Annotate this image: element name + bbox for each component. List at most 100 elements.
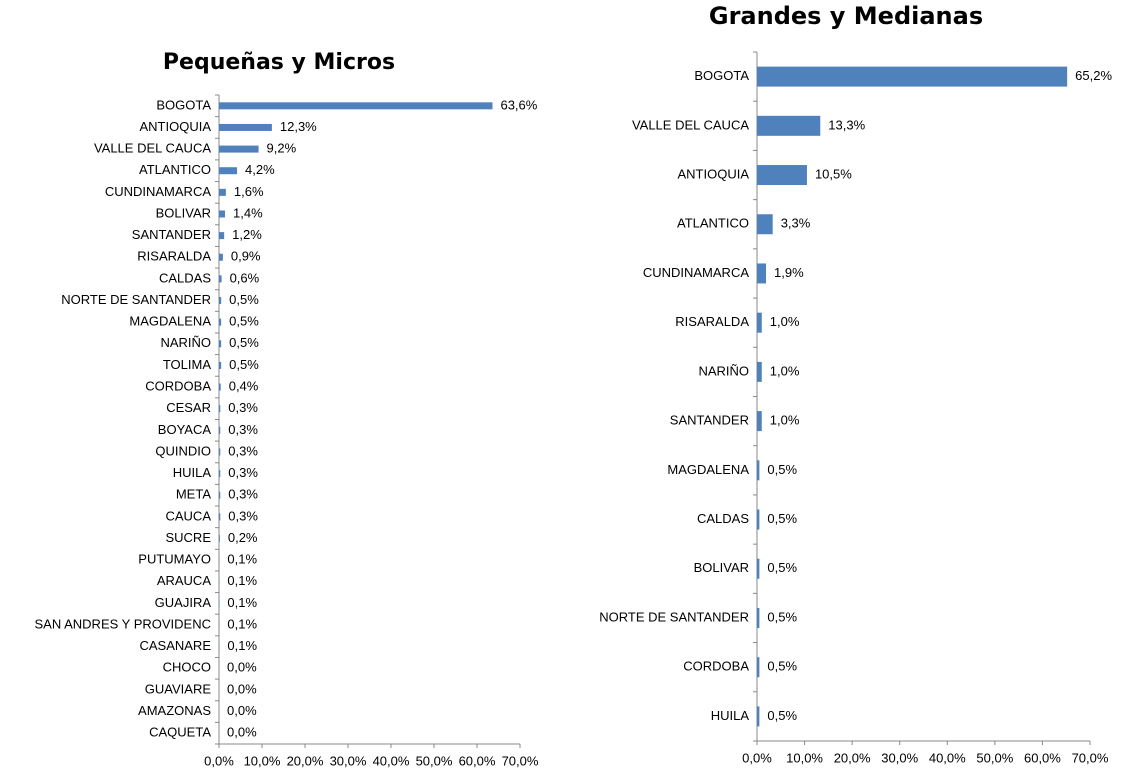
bar [219,405,221,413]
y-tick-label: HUILA [711,708,750,723]
data-label: 0,1% [227,552,257,567]
data-label: 0,9% [231,249,261,264]
data-label: 0,0% [227,681,257,696]
data-label: 1,0% [770,363,800,378]
bar [757,509,760,530]
y-tick-label: NARIÑO [160,335,211,350]
data-label: 0,0% [227,703,257,718]
data-label: 63,6% [500,97,537,112]
y-tick-label: HUILA [173,465,212,480]
y-tick-label: CASANARE [139,638,211,653]
data-label: 9,2% [267,141,297,156]
data-label: 0,1% [227,595,257,610]
y-tick-label: PUTUMAYO [138,552,211,567]
data-label: 0,3% [228,508,258,523]
bar [757,657,760,678]
data-label: 0,5% [229,314,259,329]
x-tick-label: 40,0% [373,753,410,768]
data-label: 3,3% [781,216,811,231]
data-label: 1,4% [233,205,263,220]
y-tick-label: GUAVIARE [145,681,212,696]
bar [757,460,760,481]
y-tick-label: CUNDINAMARCA [643,265,750,280]
data-label: 0,3% [228,443,258,458]
data-label: 0,3% [228,465,258,480]
bar [219,275,222,283]
data-label: 0,5% [229,292,259,307]
data-label: 0,3% [228,400,258,415]
data-label: 0,2% [228,530,258,545]
bar [757,706,760,727]
x-tick-label: 20,0% [287,753,324,768]
y-tick-label: RISARALDA [137,249,211,264]
y-tick-label: MAGDALENA [667,462,749,477]
data-label: 1,9% [774,265,804,280]
y-tick-label: CALDAS [159,270,211,285]
data-label: 0,1% [227,638,257,653]
bar [219,491,221,499]
data-label: 0,3% [228,487,258,502]
data-label: 0,6% [230,270,260,285]
bar [219,513,221,521]
y-tick-label: NORTE DE SANTANDER [61,292,211,307]
y-tick-label: CESAR [166,400,211,415]
x-tick-label: 70,0% [1072,750,1109,765]
data-label: 1,0% [770,413,800,428]
bar [757,361,762,382]
data-label: 0,5% [767,659,797,674]
bar [757,115,821,136]
y-tick-label: SANTANDER [132,227,211,242]
bar [219,145,259,153]
y-tick-label: MAGDALENA [129,314,211,329]
data-label: 4,2% [245,162,275,177]
y-tick-label: AMAZONAS [138,703,211,718]
bar [757,66,1068,87]
y-tick-label: TOLIMA [163,357,211,372]
x-tick-label: 0,0% [742,750,772,765]
data-label: 1,0% [770,314,800,329]
x-tick-label: 10,0% [786,750,823,765]
bar [219,123,272,131]
bar [219,361,222,369]
bar [757,607,760,628]
x-tick-label: 60,0% [1024,750,1061,765]
x-tick-label: 20,0% [834,750,871,765]
x-tick-label: 50,0% [976,750,1013,765]
x-tick-label: 0,0% [204,753,234,768]
y-tick-label: BOYACA [158,422,212,437]
data-label: 0,1% [227,616,257,631]
x-tick-label: 30,0% [330,753,367,768]
y-tick-label: CAUCA [165,508,211,523]
data-label: 0,5% [767,609,797,624]
bar [757,263,767,284]
bar [219,253,223,261]
bar [219,534,220,542]
data-label: 0,5% [229,335,259,350]
bar [757,312,762,333]
y-tick-label: ANTIOQUIA [139,119,211,134]
y-tick-label: BOLIVAR [694,560,749,575]
data-label: 1,2% [232,227,262,242]
y-tick-label: CAQUETA [149,725,211,740]
data-label: 0,5% [767,560,797,575]
data-label: 0,0% [227,725,257,740]
y-tick-label: SANTANDER [670,413,749,428]
y-tick-label: RISARALDA [675,314,749,329]
data-label: 0,5% [767,511,797,526]
y-tick-label: CUNDINAMARCA [105,184,212,199]
y-tick-label: VALLE DEL CAUCA [94,141,211,156]
data-label: 0,4% [229,378,259,393]
bar [219,318,222,326]
bar [757,165,807,186]
data-label: 13,3% [828,117,865,132]
y-tick-label: CORDOBA [145,378,211,393]
data-label: 0,3% [228,422,258,437]
y-tick-label: QUINDIO [155,443,211,458]
y-tick-label: CORDOBA [683,659,749,674]
bar [757,558,760,579]
x-tick-label: 50,0% [416,753,453,768]
y-tick-label: BOGOTA [156,97,211,112]
y-tick-label: BOGOTA [694,68,749,83]
bar [219,210,226,218]
bar [219,383,221,391]
